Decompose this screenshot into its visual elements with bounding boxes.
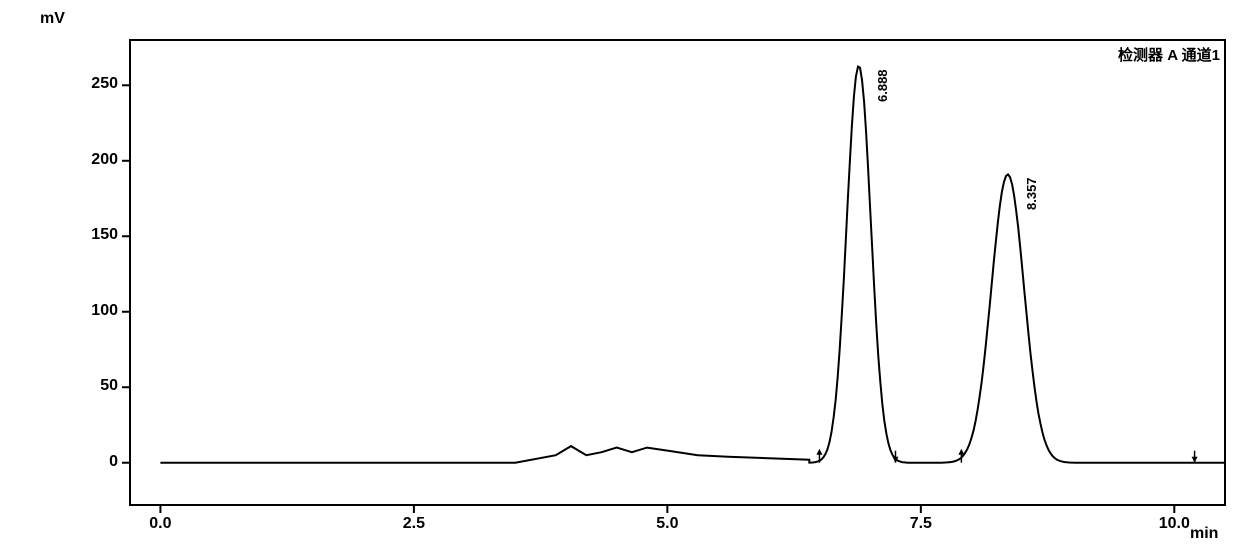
chart-legend: 检测器 A 通道1 xyxy=(1118,44,1220,65)
x-tick-label: 10.0 xyxy=(1154,515,1194,533)
peak-label: 8.357 xyxy=(1024,178,1039,211)
chromatogram-plot xyxy=(0,0,1240,552)
x-tick-label: 5.0 xyxy=(647,515,687,533)
chromatogram-figure: mV min 检测器 A 通道1 0501001502002500.02.55.… xyxy=(0,0,1240,552)
x-tick-label: 2.5 xyxy=(394,515,434,533)
peak-label: 6.888 xyxy=(875,69,890,102)
y-axis-label: mV xyxy=(40,10,65,28)
x-tick-label: 0.0 xyxy=(140,515,180,533)
y-tick-label: 200 xyxy=(91,151,118,169)
y-tick-label: 150 xyxy=(91,226,118,244)
y-tick-label: 50 xyxy=(100,377,118,395)
y-tick-label: 250 xyxy=(91,75,118,93)
y-tick-label: 100 xyxy=(91,302,118,320)
x-tick-label: 7.5 xyxy=(901,515,941,533)
y-tick-label: 0 xyxy=(109,453,118,471)
